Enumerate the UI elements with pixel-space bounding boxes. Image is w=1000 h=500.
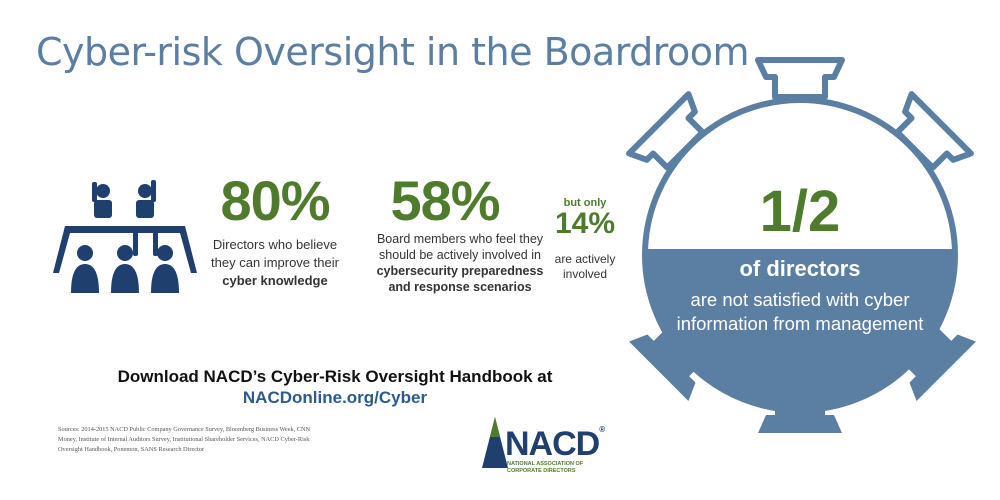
half-directors-label: of directors: [739, 256, 861, 281]
download-link[interactable]: NACDonline.org/Cyber: [242, 388, 428, 407]
nacd-sub-line1: NATIONAL ASSOCIATION OF: [507, 461, 584, 467]
sources-text: Sources: 2014-2015 NACD Public Company G…: [58, 426, 311, 453]
half-directors-value: 1/2: [759, 179, 841, 244]
nacd-logo-subtitle: NATIONAL ASSOCIATION OF CORPORATE DIRECT…: [507, 461, 583, 475]
download-text: Download NACD’s Cyber-Risk Oversight Han…: [117, 367, 553, 386]
nacd-sub-line2: CORPORATE DIRECTORS: [507, 468, 576, 474]
stat-58-value: 58%: [390, 169, 500, 232]
stat-80-value: 80%: [220, 169, 330, 232]
stat-58-bold: cybersecurity preparedness and response …: [376, 264, 544, 294]
stat-58-description: Board members who feel they should be ac…: [370, 231, 550, 295]
stat-80-bold: cyber knowledge: [222, 273, 328, 288]
nacd-logo-name: NACD: [505, 425, 600, 463]
stat-14-value: 14%: [554, 207, 616, 240]
boardroom-people-icon: [53, 180, 197, 293]
half-directors-description: are not satisfied with cyber information…: [676, 289, 924, 334]
stat-14-lead: but only: [563, 197, 607, 209]
stat-80-text: Directors who believe they can improve t…: [211, 237, 339, 270]
boardroom-table-icon: [626, 57, 976, 433]
stat-14-description: are actively involved: [554, 252, 616, 281]
nacd-logo-icon: [482, 417, 508, 468]
nacd-logo-text: NACD®: [505, 425, 605, 464]
page-title: Cyber-risk Oversight in the Boardroom: [36, 30, 750, 74]
stat-80-description: Directors who believe they can improve t…: [200, 236, 350, 290]
registered-mark: ®: [599, 425, 605, 434]
stat-58-text: Board members who feel they should be ac…: [376, 232, 544, 262]
